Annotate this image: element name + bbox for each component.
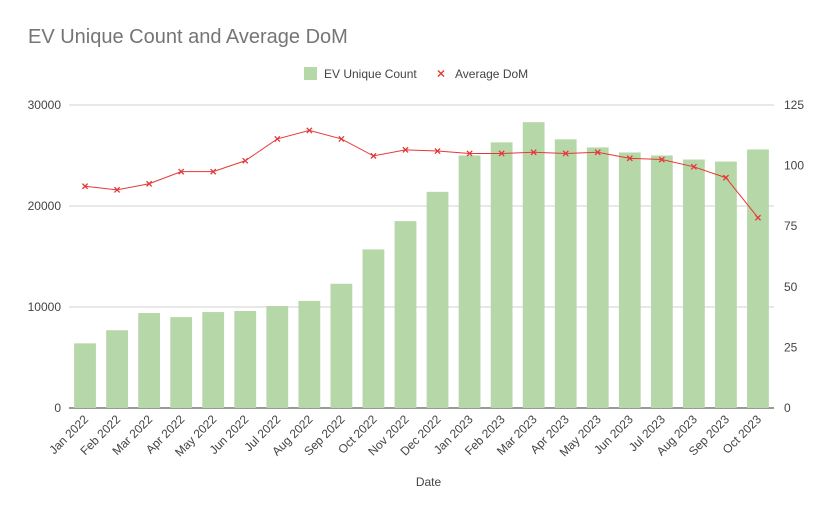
point [81, 183, 89, 190]
y2-tick-label: 100 [784, 159, 804, 173]
chart-title: EV Unique Count and Average DoM [28, 26, 348, 48]
point [658, 156, 665, 163]
bar [330, 283, 353, 408]
bar [747, 149, 769, 408]
bar [618, 152, 641, 408]
point [274, 135, 281, 142]
bar [426, 191, 449, 408]
point [114, 186, 121, 193]
y2-tick-label: 75 [784, 219, 798, 233]
bar [650, 155, 673, 408]
point [338, 135, 345, 142]
point [594, 149, 601, 156]
legend: EV Unique Count Average DoM [304, 67, 528, 81]
y-tick-label: 0 [54, 401, 61, 415]
point [722, 174, 729, 181]
point [402, 146, 409, 153]
point [690, 163, 697, 170]
bar [715, 161, 737, 408]
point [562, 150, 569, 157]
bar [74, 343, 96, 408]
point [530, 149, 537, 156]
point [434, 147, 441, 155]
bar [554, 139, 577, 408]
y-tick-label: 20000 [28, 199, 62, 213]
line-series [81, 127, 762, 221]
series-line [84, 129, 759, 219]
point [306, 127, 313, 134]
bar [586, 147, 609, 409]
bar [362, 249, 385, 408]
bar [202, 312, 225, 408]
bar [682, 159, 705, 408]
legend-swatch-line [437, 70, 445, 77]
bar [490, 142, 513, 408]
point [370, 152, 377, 159]
point [210, 168, 217, 175]
point [466, 150, 473, 157]
bar [234, 311, 257, 408]
bar [106, 330, 128, 408]
point [178, 168, 185, 175]
x-axis-title: Date [416, 475, 442, 489]
bar-series [74, 122, 769, 409]
bar [394, 221, 417, 408]
y-tick-label: 30000 [28, 98, 62, 112]
point [146, 180, 153, 187]
y2-tick-label: 50 [784, 280, 798, 294]
point [242, 157, 249, 164]
point [498, 150, 505, 157]
legend-swatch-bar [304, 67, 317, 80]
y2-tick-label: 25 [784, 340, 798, 354]
legend-label: Average DoM [455, 67, 528, 81]
point [626, 155, 633, 162]
bar [298, 300, 321, 408]
bar [522, 122, 545, 409]
point [754, 214, 762, 221]
y-tick-label: 10000 [28, 300, 62, 314]
y2-tick-label: 0 [784, 401, 791, 415]
bar [458, 155, 481, 408]
bar [266, 305, 289, 408]
bar [170, 317, 193, 408]
bar [138, 313, 161, 408]
y2-tick-label: 125 [784, 98, 804, 112]
legend-label: EV Unique Count [324, 67, 417, 81]
